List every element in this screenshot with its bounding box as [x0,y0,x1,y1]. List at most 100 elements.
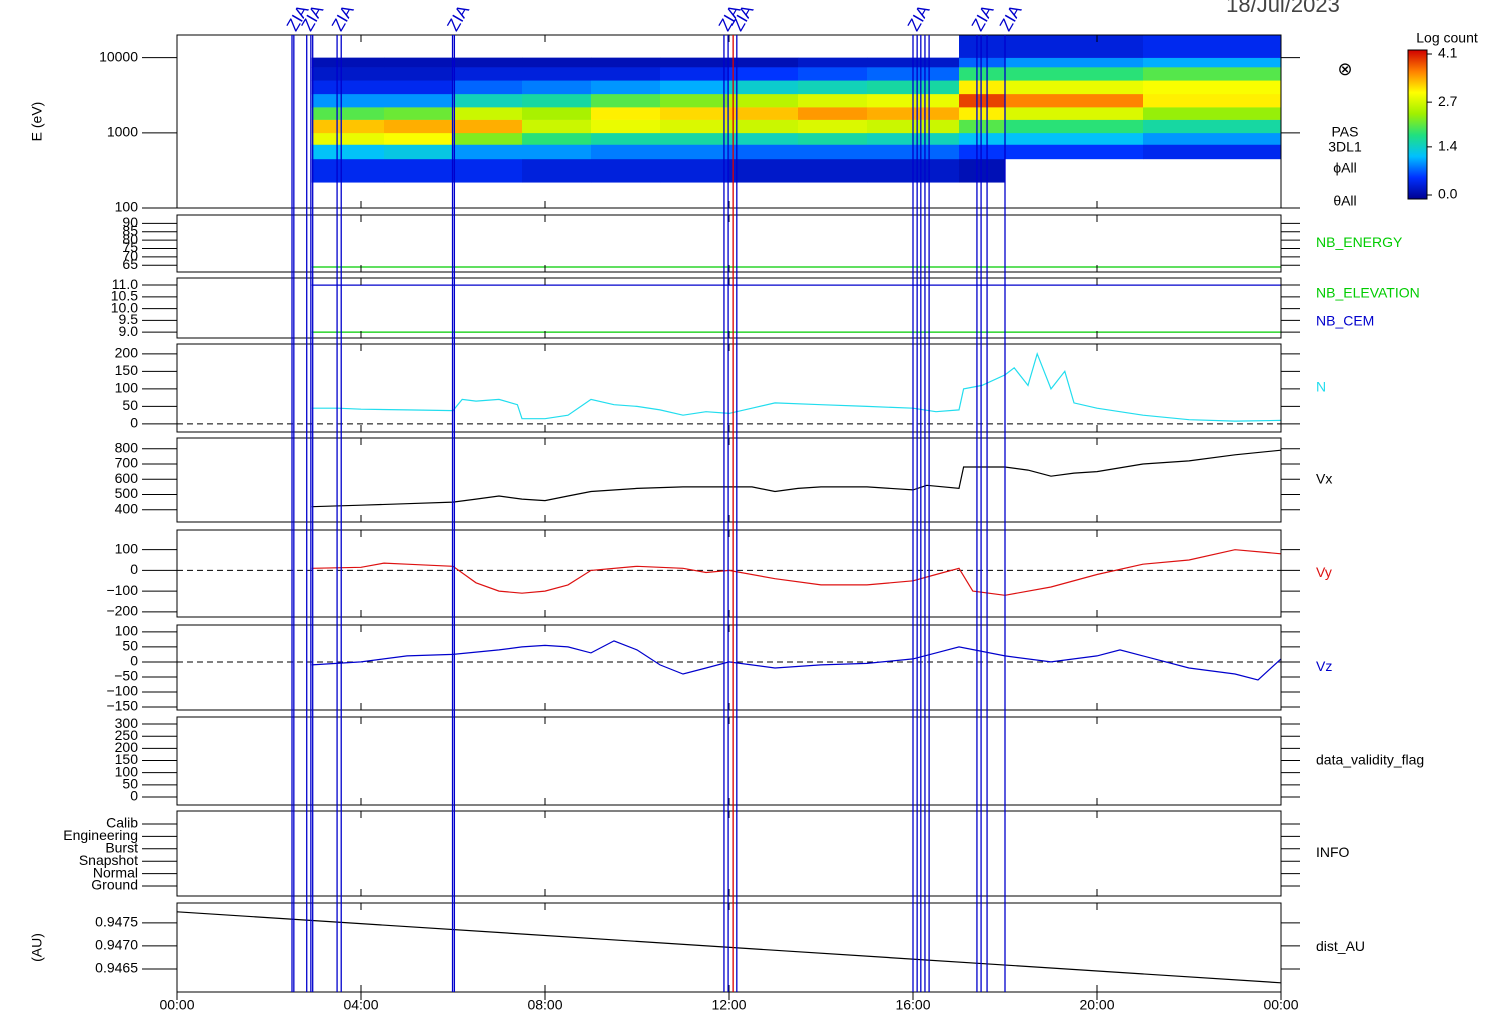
y-tick-label: −100 [106,582,138,598]
y-tick-label: 50 [122,397,138,413]
spectrogram-cell [453,93,523,108]
y-tick-label: 80 [122,231,138,247]
x-tick-label: 00:00 [1263,997,1298,1013]
y-tick-label: 70 [122,248,138,264]
event-label: ZIA [904,1,934,34]
series-line [311,549,1282,596]
spectrogram-cell [522,57,592,68]
spectrogram-cell [729,80,799,95]
panel-frame [176,277,1282,339]
instrument-label: ϕAll [1333,160,1356,176]
spectrogram-cell [311,119,385,134]
spectrogram-cell [959,93,1006,108]
spectrogram-cell [959,132,1006,145]
spectrogram-cell [311,107,385,120]
y-tick-label: 11.0 [112,276,138,292]
spectrogram-cell [311,80,385,95]
spectrogram-cell [522,107,592,120]
y-tick-label: 50 [122,776,138,792]
spectrogram-cell [1143,144,1282,160]
series-name: dist_AU [1316,938,1365,954]
spectrogram-cell [591,119,661,134]
spectrogram-cell [959,35,1006,58]
panel-frame [176,437,1282,523]
category-label: Calib [106,815,138,831]
y-tick-label: 100 [115,540,139,556]
y-tick-label: 0 [130,788,138,804]
spectrogram-cell [1005,132,1144,145]
spectrogram-cell [1143,107,1282,120]
y-tick-label: 10000 [99,48,138,64]
spectrogram-cell [1143,80,1282,95]
category-label: Ground [91,877,138,893]
spectrogram-cell [453,132,523,145]
spectrogram-cell [384,67,454,81]
category-label: Engineering [63,827,138,843]
spectrogram-cell [959,67,1006,81]
spectrogram-cell [591,107,661,120]
panel-frame [176,529,1282,618]
spectrogram-cell [660,119,730,134]
spectrogram-cell [522,144,592,160]
spectrogram-cell [1005,35,1144,58]
spectrogram-cell [729,158,799,183]
y-tick-label: 0 [130,653,138,669]
y-tick-label: 500 [115,485,139,501]
series-name: NB_CEM [1316,313,1374,329]
spectrogram-cell [453,67,523,81]
spectrogram-cell [1005,119,1144,134]
instrument-label: 3DL1 [1328,139,1362,155]
spectrogram-cell [959,144,1006,160]
spectrogram-cell [453,80,523,95]
date-title: 18/Jul/2023 [1226,0,1340,17]
spectrogram-cell [453,119,523,134]
spectrogram-cell [311,67,385,81]
colorbar-tick-label: 2.7 [1438,93,1458,109]
spectrogram-cell [959,158,1006,183]
spectrogram-cell [959,57,1006,68]
event-label: ZIA [996,1,1026,34]
y-tick-label: 9.0 [119,323,139,339]
spectrogram-cell [311,158,385,183]
panel-frame [176,810,1282,897]
event-label: ZIA [328,1,358,34]
y-tick-label: 0 [130,561,138,577]
spectrogram-cell [591,57,661,68]
y-tick-label: 50 [122,638,138,654]
spectrogram-cell [798,132,868,145]
x-tick-label: 12:00 [711,997,746,1013]
spectrogram-cell [798,57,868,68]
spectrogram-cell [729,57,799,68]
y-tick-label: 700 [115,455,139,471]
colorbar-tick-label: 4.1 [1438,45,1458,61]
spectrogram-cell [384,119,454,134]
spectrogram-cell [591,93,661,108]
spectrogram-cell [311,93,385,108]
y-tick-label: 9.5 [119,311,139,327]
y-axis-label: (AU) [29,933,45,962]
series-line [311,449,1282,508]
y-tick-label: −100 [106,683,138,699]
symbol: ⊗ [1337,59,1352,79]
spectrogram-cell [591,67,661,81]
y-tick-label: 0.9470 [95,937,138,953]
x-tick-label: 04:00 [343,997,378,1013]
y-tick-label: 100 [115,199,139,215]
spectrogram-cell [1005,67,1144,81]
spectrogram-cell [660,57,730,68]
spectrogram-cell [1005,57,1144,68]
y-tick-label: 100 [115,763,139,779]
y-tick-label: 90 [122,214,138,230]
y-tick-label: −50 [114,668,138,684]
y-tick-label: 250 [115,727,139,743]
spectrogram-cell [660,107,730,120]
series-name: NB_ELEVATION [1316,285,1420,301]
spectrogram-cell [311,144,385,160]
series-line [311,640,1282,681]
spectrogram-cell [729,107,799,120]
spectrogram-cell [591,132,661,145]
y-tick-label: 0 [130,415,138,431]
y-tick-label: 200 [115,345,139,361]
y-tick-label: 150 [115,751,139,767]
spectrogram-cell [522,67,592,81]
